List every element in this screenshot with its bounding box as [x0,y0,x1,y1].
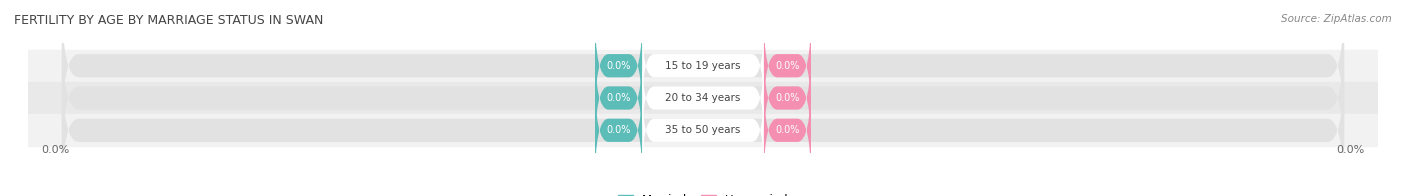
FancyBboxPatch shape [763,77,811,183]
FancyBboxPatch shape [763,13,811,119]
FancyBboxPatch shape [763,45,811,151]
Text: 15 to 19 years: 15 to 19 years [665,61,741,71]
Text: 0.0%: 0.0% [775,93,800,103]
FancyBboxPatch shape [595,77,643,183]
Text: 0.0%: 0.0% [606,93,631,103]
FancyBboxPatch shape [595,45,643,151]
FancyBboxPatch shape [643,53,763,143]
FancyBboxPatch shape [643,21,763,111]
Bar [28,82,1378,114]
FancyBboxPatch shape [62,0,1344,135]
Text: 35 to 50 years: 35 to 50 years [665,125,741,135]
Text: 0.0%: 0.0% [1336,145,1364,155]
FancyBboxPatch shape [643,85,763,175]
Text: 0.0%: 0.0% [606,61,631,71]
Text: 0.0%: 0.0% [775,125,800,135]
Text: 20 to 34 years: 20 to 34 years [665,93,741,103]
Text: 0.0%: 0.0% [42,145,70,155]
Bar [28,114,1378,146]
Text: 0.0%: 0.0% [775,61,800,71]
Legend: Married, Unmarried: Married, Unmarried [619,194,787,196]
FancyBboxPatch shape [62,61,1344,196]
Bar [28,50,1378,82]
Text: 0.0%: 0.0% [606,125,631,135]
Text: FERTILITY BY AGE BY MARRIAGE STATUS IN SWAN: FERTILITY BY AGE BY MARRIAGE STATUS IN S… [14,14,323,27]
FancyBboxPatch shape [62,29,1344,167]
FancyBboxPatch shape [595,13,643,119]
Text: Source: ZipAtlas.com: Source: ZipAtlas.com [1281,14,1392,24]
